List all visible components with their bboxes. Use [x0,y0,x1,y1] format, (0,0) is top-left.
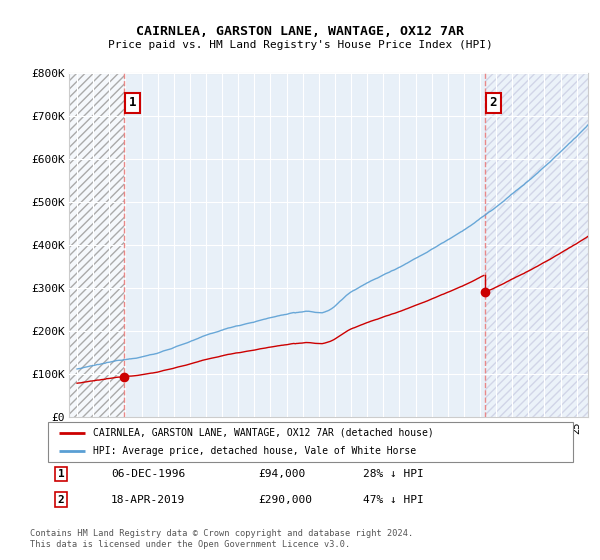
Text: HPI: Average price, detached house, Vale of White Horse: HPI: Average price, detached house, Vale… [92,446,416,456]
Text: Contains HM Land Registry data © Crown copyright and database right 2024.
This d: Contains HM Land Registry data © Crown c… [30,529,413,549]
Text: 1: 1 [58,469,65,479]
Text: 18-APR-2019: 18-APR-2019 [111,494,185,505]
Bar [485,73,588,417]
FancyBboxPatch shape [48,422,573,462]
Text: 2: 2 [58,494,65,505]
Text: £290,000: £290,000 [258,494,312,505]
Text: 1: 1 [129,96,136,109]
Text: 2: 2 [490,96,497,109]
Text: Price paid vs. HM Land Registry's House Price Index (HPI): Price paid vs. HM Land Registry's House … [107,40,493,50]
Bar [69,73,124,417]
Text: £94,000: £94,000 [258,469,305,479]
Text: 06-DEC-1996: 06-DEC-1996 [111,469,185,479]
Text: 28% ↓ HPI: 28% ↓ HPI [363,469,424,479]
Bar [69,73,124,417]
Text: CAIRNLEA, GARSTON LANE, WANTAGE, OX12 7AR: CAIRNLEA, GARSTON LANE, WANTAGE, OX12 7A… [136,25,464,38]
Text: CAIRNLEA, GARSTON LANE, WANTAGE, OX12 7AR (detached house): CAIRNLEA, GARSTON LANE, WANTAGE, OX12 7A… [92,428,433,437]
Bar [485,73,588,417]
Text: 47% ↓ HPI: 47% ↓ HPI [363,494,424,505]
